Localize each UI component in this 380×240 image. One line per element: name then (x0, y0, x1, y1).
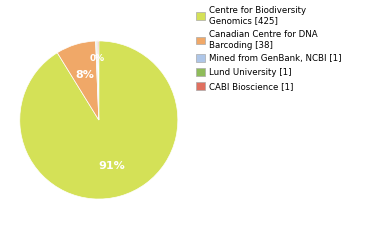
Text: 0%: 0% (90, 54, 105, 63)
Text: 8%: 8% (76, 70, 94, 80)
Wedge shape (57, 41, 99, 120)
Wedge shape (98, 41, 99, 120)
Wedge shape (96, 41, 99, 120)
Text: 91%: 91% (98, 161, 125, 171)
Legend: Centre for Biodiversity
Genomics [425], Canadian Centre for DNA
Barcoding [38], : Centre for Biodiversity Genomics [425], … (194, 4, 343, 92)
Wedge shape (20, 41, 178, 199)
Wedge shape (97, 41, 99, 120)
